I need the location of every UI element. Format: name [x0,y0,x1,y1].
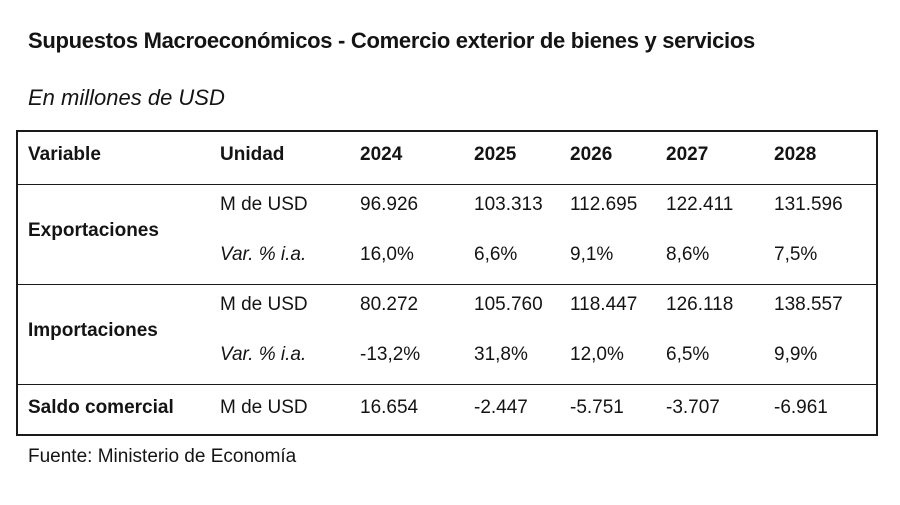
value-cell: 96.926 [360,194,419,215]
data-table: Variable Unidad 2024 2025 2026 2027 2028… [16,130,878,436]
row-divider [18,284,876,285]
value-cell: 8,6% [666,244,710,265]
variable-label: Saldo comercial [28,397,174,418]
value-cell: 16.654 [360,397,419,418]
page-subtitle: En millones de USD [28,85,225,110]
value-cell: 118.447 [570,294,638,315]
value-cell: 131.596 [774,194,843,215]
unit-cell: Var. % i.a. [220,344,307,365]
header-2027: 2027 [666,144,709,165]
header-2024: 2024 [360,144,403,165]
table-group-saldo-comercial: Saldo comercial M de USD 16.654 -2.447 -… [18,384,876,434]
header-2025: 2025 [474,144,517,165]
table-group-exportaciones: Exportaciones M de USD 96.926 103.313 11… [18,184,876,284]
header-2026: 2026 [570,144,613,165]
unit-cell: Var. % i.a. [220,244,307,265]
value-cell: 16,0% [360,244,414,265]
value-cell: -5.751 [570,397,624,418]
header-unidad: Unidad [220,144,285,165]
value-cell: -2.447 [474,397,528,418]
value-cell: -3.707 [666,397,720,418]
value-cell: -6.961 [774,397,828,418]
value-cell: 122.411 [666,194,734,215]
unit-cell: M de USD [220,294,308,315]
value-cell: 80.272 [360,294,419,315]
value-cell: 112.695 [570,194,638,215]
table-header-row: Variable Unidad 2024 2025 2026 2027 2028 [18,132,876,184]
value-cell: 103.313 [474,194,543,215]
page-title: Supuestos Macroeconómicos - Comercio ext… [28,28,755,53]
unit-cell: M de USD [220,397,308,418]
variable-label: Exportaciones [28,220,159,241]
unit-cell: M de USD [220,194,308,215]
header-variable: Variable [28,144,101,165]
variable-label: Importaciones [28,320,158,341]
value-cell: 6,6% [474,244,518,265]
row-divider [18,184,876,185]
table-group-importaciones: Importaciones M de USD 80.272 105.760 11… [18,284,876,384]
value-cell: 126.118 [666,294,734,315]
value-cell: 7,5% [774,244,818,265]
source-note: Fuente: Ministerio de Economía [28,446,297,467]
header-2028: 2028 [774,144,817,165]
value-cell: 12,0% [570,344,624,365]
value-cell: 138.557 [774,294,843,315]
value-cell: 105.760 [474,294,543,315]
value-cell: -13,2% [360,344,421,365]
value-cell: 9,9% [774,344,818,365]
value-cell: 9,1% [570,244,614,265]
value-cell: 6,5% [666,344,710,365]
value-cell: 31,8% [474,344,528,365]
row-divider [18,384,876,385]
